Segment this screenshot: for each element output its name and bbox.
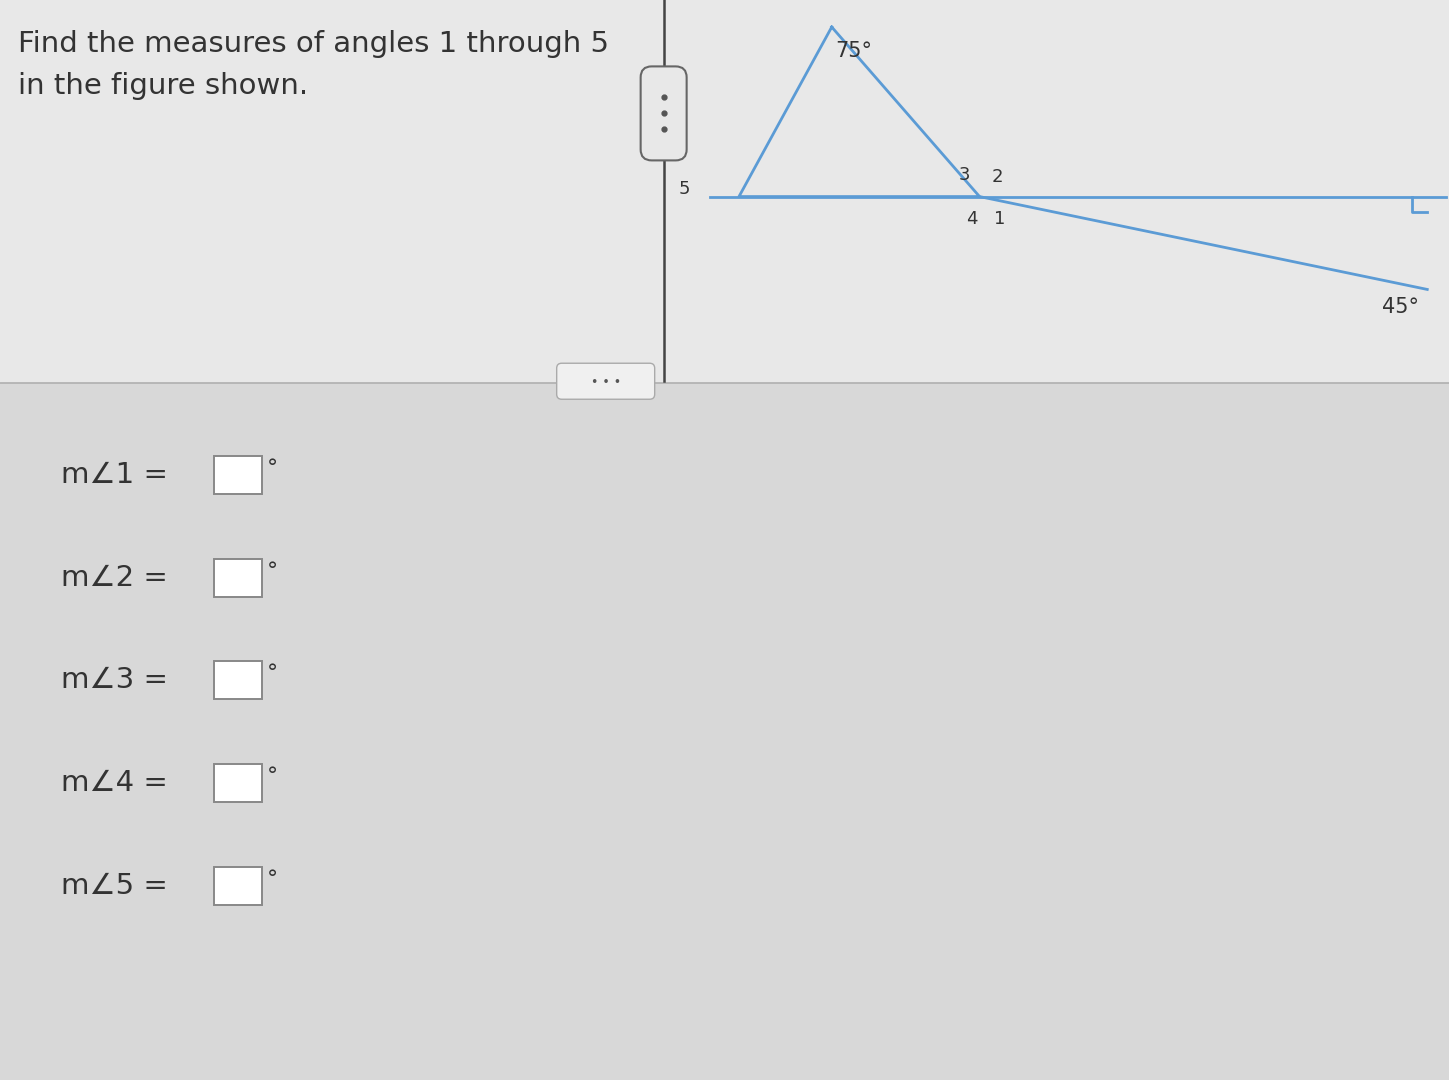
Text: 1: 1 (994, 210, 1006, 228)
FancyBboxPatch shape (640, 66, 687, 161)
Text: °: ° (267, 561, 278, 581)
Text: °: ° (267, 868, 278, 889)
Text: 2: 2 (991, 167, 1003, 186)
Text: °: ° (267, 663, 278, 684)
Text: m∠3 =: m∠3 = (61, 666, 168, 694)
Bar (0, 0, 1449, 383)
FancyBboxPatch shape (214, 866, 262, 905)
Text: Find the measures of angles 1 through 5: Find the measures of angles 1 through 5 (17, 30, 609, 58)
Text: m∠4 =: m∠4 = (61, 769, 168, 797)
Text: in the figure shown.: in the figure shown. (17, 72, 309, 100)
Text: 5: 5 (678, 179, 690, 198)
Text: °: ° (267, 766, 278, 786)
Text: m∠5 =: m∠5 = (61, 872, 168, 900)
FancyBboxPatch shape (214, 558, 262, 597)
FancyBboxPatch shape (214, 764, 262, 802)
FancyBboxPatch shape (214, 661, 262, 700)
Text: 4: 4 (966, 210, 977, 228)
Text: m∠1 =: m∠1 = (61, 461, 168, 489)
Text: • • •: • • • (591, 376, 620, 389)
FancyBboxPatch shape (556, 363, 655, 400)
Bar (0, 383, 1449, 1080)
Text: 45°: 45° (1382, 297, 1419, 318)
Text: 75°: 75° (836, 41, 872, 60)
FancyBboxPatch shape (214, 456, 262, 495)
Text: 3: 3 (959, 165, 971, 184)
Text: °: ° (267, 458, 278, 478)
Text: m∠2 =: m∠2 = (61, 564, 168, 592)
